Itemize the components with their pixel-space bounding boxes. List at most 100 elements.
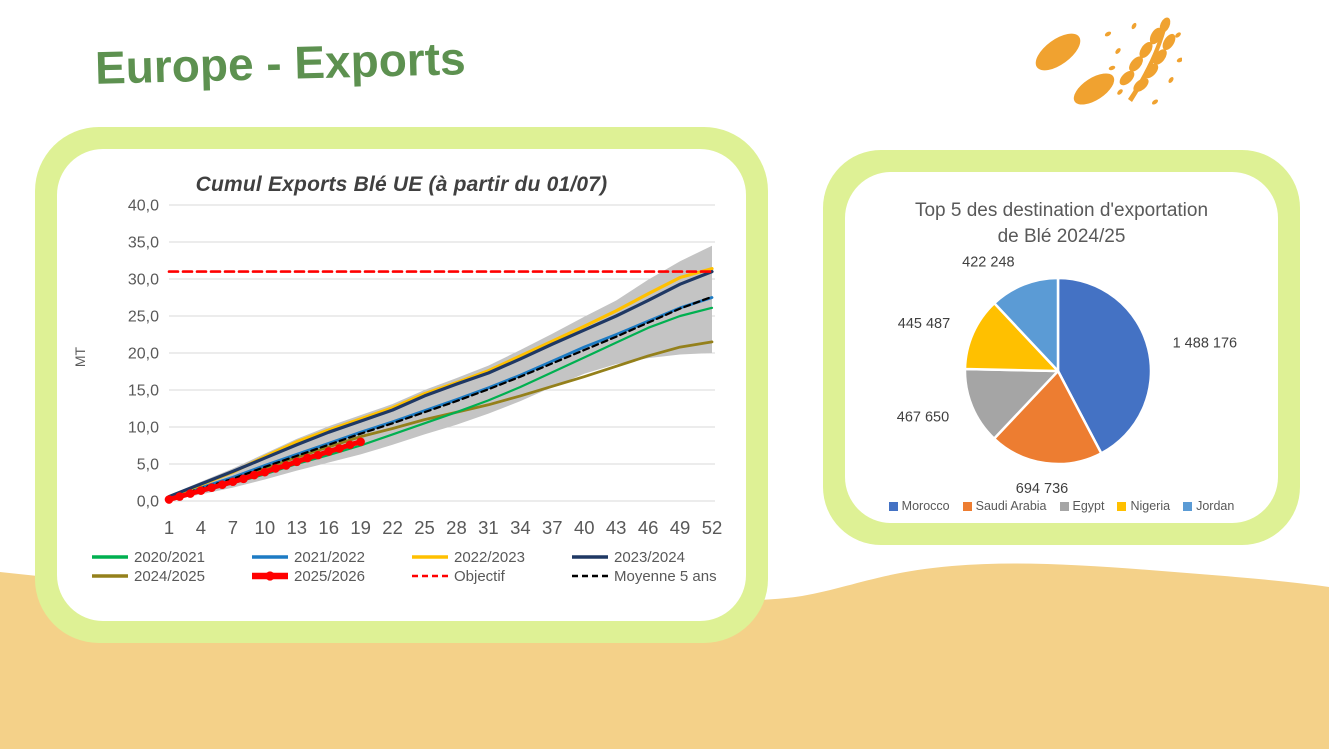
pie-slice-egypt [963,368,1060,441]
pie-legend-item-saudi-arabia: Saudi Arabia [962,499,1047,514]
legend-label: Objectif [454,567,505,585]
legend-swatch [252,571,288,581]
legend-item-2025-2026: 2025/2026 [251,567,411,585]
legend-item-2022-2023: 2022/2023 [411,548,571,566]
x-axis-tick-label: 16 [318,517,339,538]
series-marker [260,467,270,477]
legend-item-objectif: Objectif [411,567,571,585]
series-marker [207,483,216,492]
series-line-2023-2024 [167,269,714,499]
x-axis-tick-label: 52 [702,517,723,538]
legend-label: 2025/2026 [294,567,365,585]
x-axis-tick-label: 37 [542,517,563,538]
x-axis-tick-label: 34 [510,517,531,538]
pie-legend-swatch [1059,501,1069,511]
legend-swatch [92,574,128,578]
series-marker [292,457,302,467]
pie-legend-swatch [1183,501,1193,511]
pie-legend-swatch [888,501,898,511]
line-chart-card-inner: Cumul Exports Blé UE (à partir du 01/07)… [57,149,746,621]
series-marker [313,450,323,460]
pie-chart-card-inner: Top 5 des destination d'exportation de B… [845,172,1278,523]
series-line-2024-2025 [167,340,714,500]
legend-swatch [572,555,608,559]
y-axis-tick-label: 25,0 [128,309,159,326]
x-axis-tick-label: 25 [414,517,435,538]
legend-label: Moyenne 5 ans [614,567,717,585]
legend-item-moyenne-5-ans: Moyenne 5 ans [571,567,731,585]
series-marker [228,477,238,487]
pie-legend-swatch [1117,501,1127,511]
y-axis-tick-label: 40,0 [128,198,159,215]
pie-legend-swatch [962,501,972,511]
series-marker [196,486,206,495]
pie-value-label: 422 248 [962,255,1014,271]
x-axis-tick-label: 7 [228,517,238,538]
series-marker [217,480,227,490]
legend-item-2023-2024: 2023/2024 [571,548,731,566]
pie-title-line1: Top 5 des destination d'exportation [914,200,1209,221]
x-axis-tick-label: 10 [255,517,276,538]
pie-legend-label: Morocco [901,499,950,514]
series-marker [271,464,280,473]
legend-swatch [412,574,448,578]
pie-chart: 1 488 176 694 736 467 650 445 487 422 248 [897,255,1238,498]
x-axis-tick-label: 28 [446,517,467,538]
series-marker [175,492,184,501]
line-chart-title: Cumul Exports Blé UE (à partir du 01/07) [195,173,608,196]
x-axis-tick-label: 1 [164,517,174,538]
x-axis-tick-label: 19 [350,517,371,538]
pie-slice-morocco [1056,277,1153,455]
series-marker [281,461,291,470]
y-axis-tick-label: 35,0 [128,235,159,252]
x-axis-tick-label: 43 [606,517,627,538]
series-marker [249,470,259,480]
pie-chart-legend: Morocco Saudi Arabia Egypt Nigeria Jordan [845,499,1278,513]
x-axis-tick-label: 13 [286,517,307,538]
legend-label: 2023/2024 [614,548,685,566]
x-axis-tick-label: 22 [382,517,403,538]
legend-item-2020-2021: 2020/2021 [91,548,251,566]
min-max-band [169,245,712,501]
pie-title-line2: de Blé 2024/25 [997,225,1126,247]
line-chart-card: Cumul Exports Blé UE (à partir du 01/07)… [35,127,768,643]
x-axis-tick-label: 4 [196,517,206,538]
y-axis-tick-label: 5,0 [137,457,159,474]
series-line-2021-2022 [167,296,714,500]
y-axis-tick-label: 20,0 [128,346,159,363]
x-axis-tick-label: 31 [478,517,499,538]
series-marker [345,440,355,450]
series-marker [164,495,174,504]
pie-value-label: 694 736 [1016,481,1068,497]
pie-value-label: 1 488 176 [1173,336,1238,352]
pie-legend-item-jordan: Jordan [1183,499,1234,513]
pie-legend-item-nigeria: Nigeria [1117,499,1170,513]
pie-value-label: 467 650 [897,410,949,426]
legend-swatch [412,555,448,559]
legend-swatch-dot [265,571,275,581]
series-marker [239,474,248,484]
pie-slice-jordan [993,277,1060,373]
y-axis-tick-label: 10,0 [128,420,159,437]
x-axis-tick-label: 46 [638,517,659,538]
pie-legend-label: Egypt [1072,499,1105,514]
legend-label: 2020/2021 [134,548,205,566]
series-marker [335,444,344,453]
y-axis-title: MT [72,346,88,367]
series-line-moyenne-5-ans [167,295,714,500]
line-chart-legend: 2020/2021 2021/2022 2022/2023 2023/2024 2024… [91,548,746,585]
pie-legend-item-morocco: Morocco [888,499,950,514]
legend-label: 2024/2025 [134,567,205,585]
legend-swatch [252,555,288,559]
pie-legend-label: Saudi Arabia [975,499,1047,514]
pie-legend-item-egypt: Egypt [1059,499,1105,514]
legend-item-2024-2025: 2024/2025 [91,567,251,585]
series-marker [324,447,334,456]
pie-slice-saudi-arabia [992,370,1103,466]
y-axis-tick-label: 30,0 [128,272,159,289]
pie-chart-card: Top 5 des destination d'exportation de B… [823,150,1300,545]
legend-label: 2022/2023 [454,548,525,566]
legend-swatch [572,574,608,578]
pie-value-label: 445 487 [898,316,950,332]
page-title: Europe - Exports [94,32,467,94]
